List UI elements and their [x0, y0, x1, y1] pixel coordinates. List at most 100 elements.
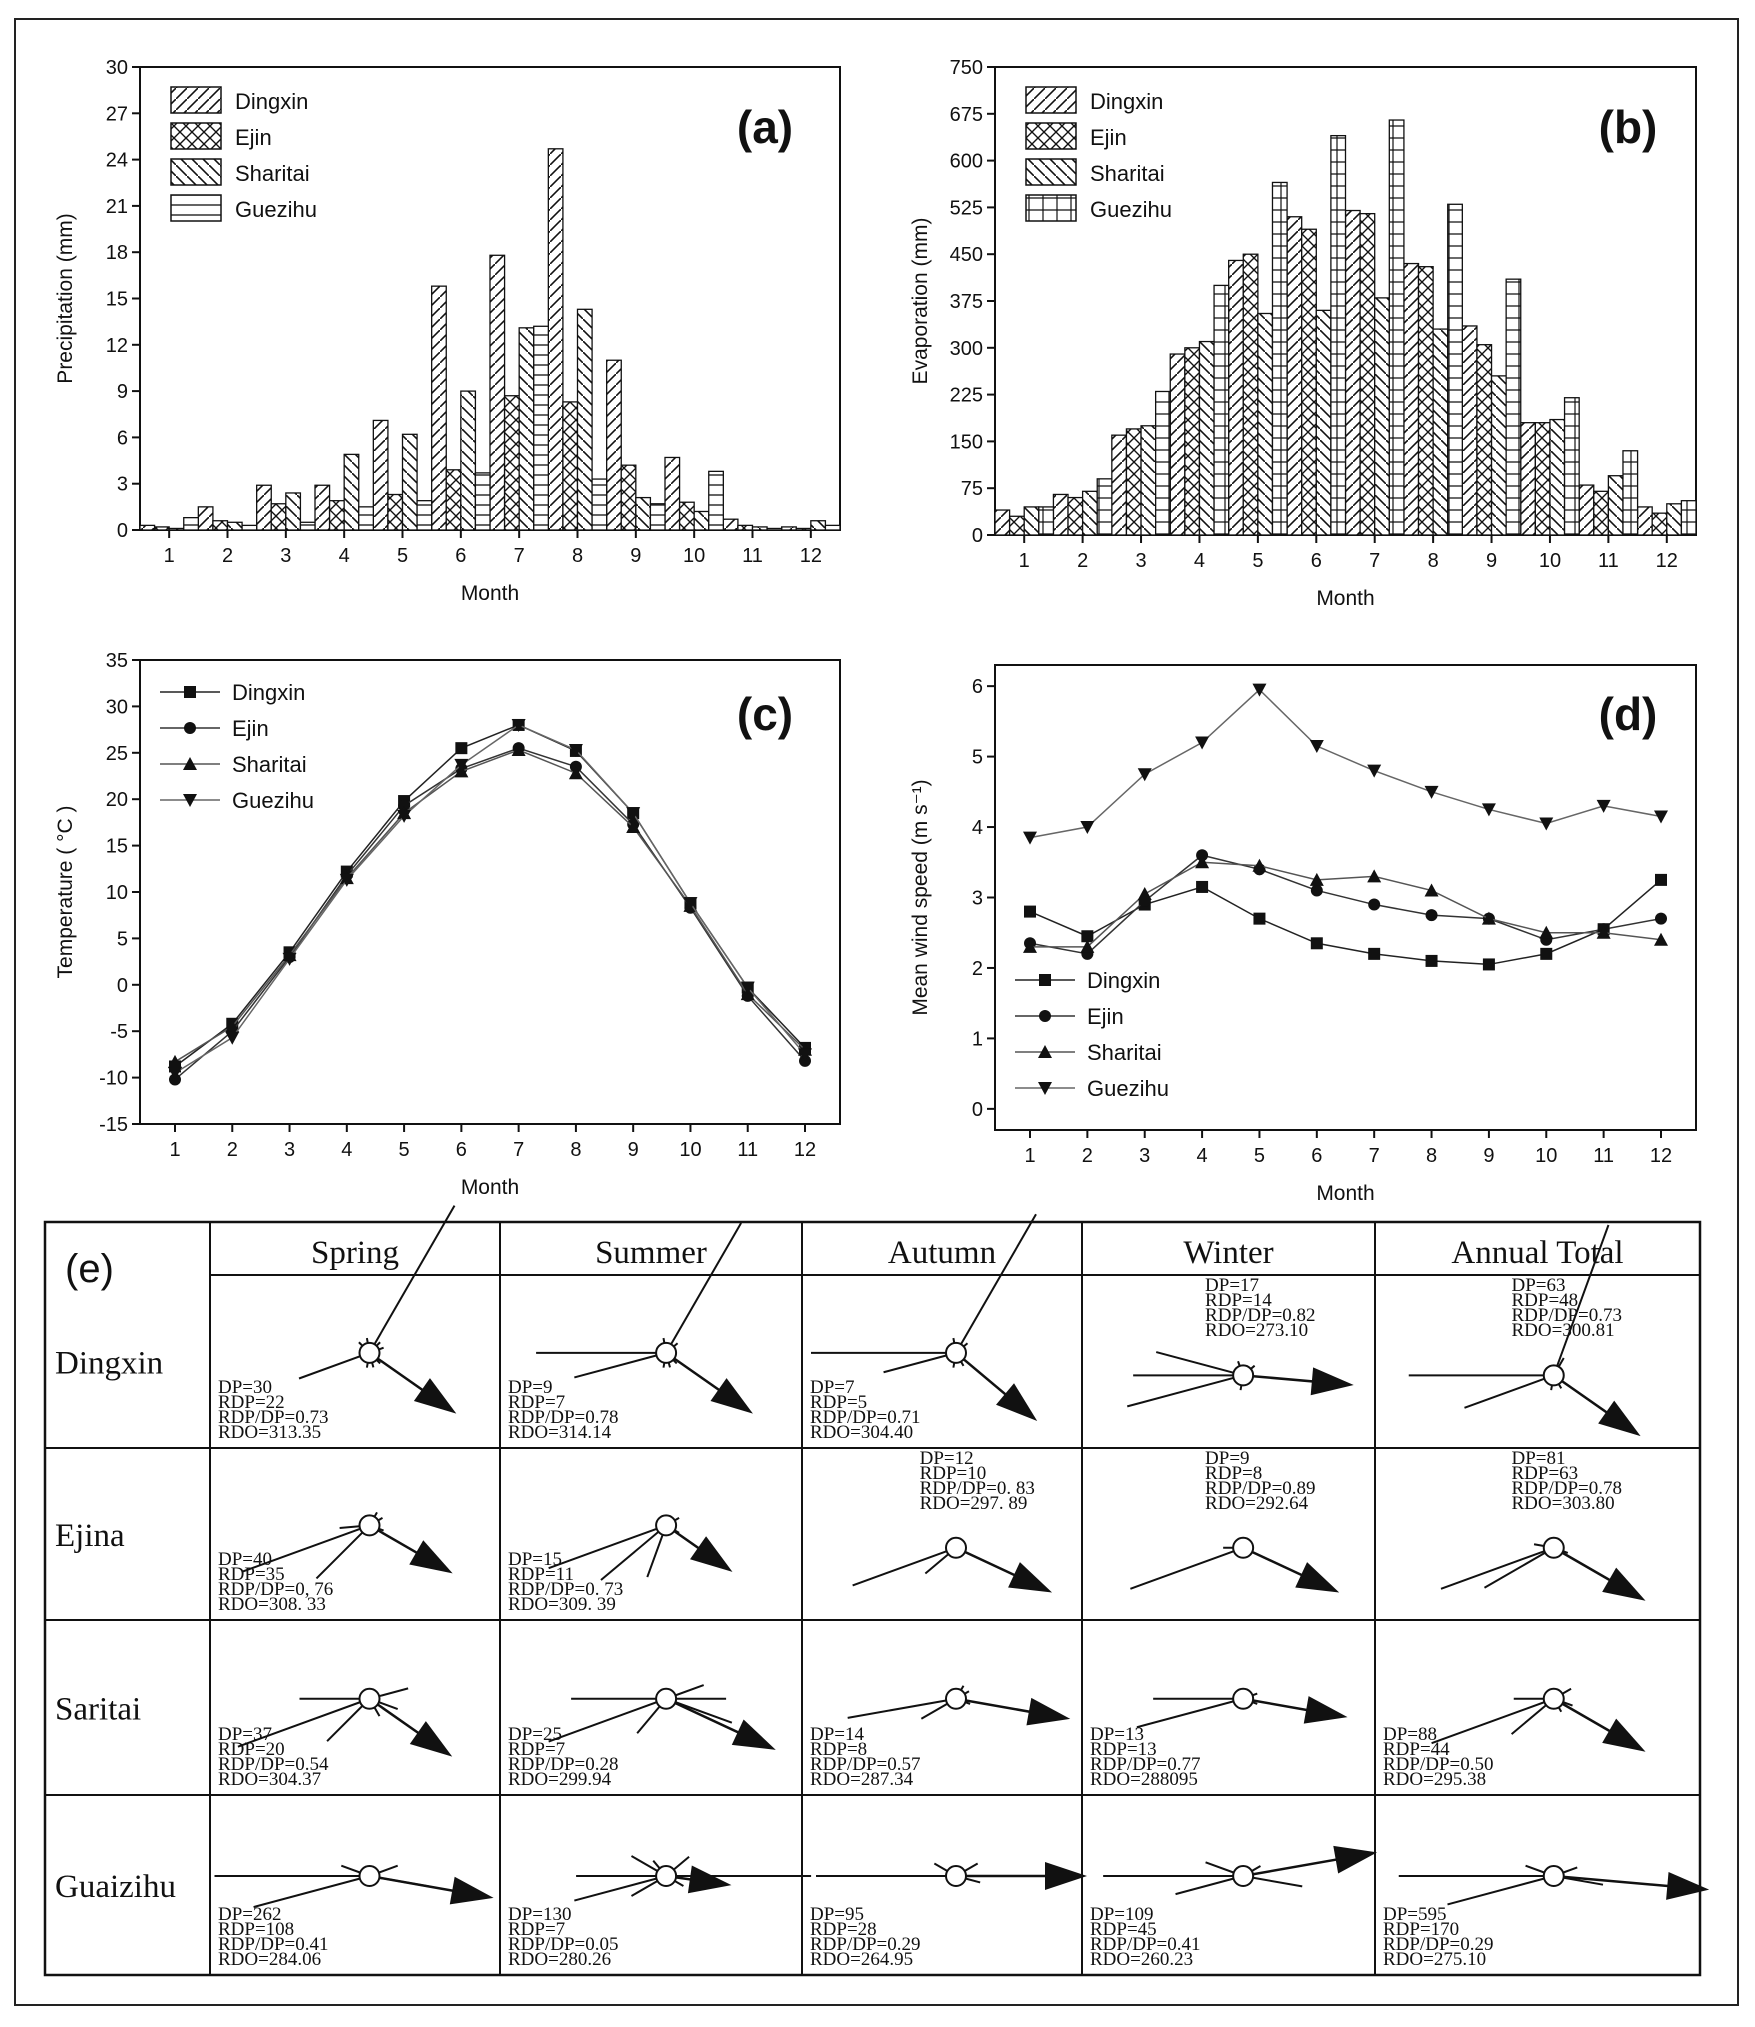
bar-guezihu-4 [358, 506, 374, 531]
x-tick-label: 7 [1369, 550, 1380, 572]
resultant-arrow-head [731, 1719, 776, 1750]
x-tick-label: 6 [456, 1139, 467, 1161]
series-line-guezihu [1029, 688, 1662, 839]
bar-ejin-10 [678, 501, 695, 531]
bar-guezihu-6 [1330, 134, 1347, 536]
rose-stat: RDO=292.64 [1205, 1493, 1309, 1514]
rose-spoke [955, 1213, 1037, 1354]
x-tick-label: 9 [630, 545, 641, 567]
legend-entry: Dingxin [232, 680, 305, 705]
resultant-arrow-head [1026, 1697, 1071, 1726]
rose-stat: RDP/DP=0.78 [508, 1407, 619, 1428]
rose-stat: RDO=297. 89 [920, 1493, 1028, 1514]
point-sharitai-5 [1252, 858, 1267, 872]
x-tick-label: 9 [1483, 1145, 1494, 1167]
x-axis-label: Month [1316, 587, 1374, 610]
rose-spoke [574, 1351, 667, 1379]
y-tick-label: 525 [950, 197, 983, 219]
bar-sharitai-2 [1081, 490, 1098, 536]
rose-center [945, 1341, 967, 1364]
point-guezihu-3 [282, 952, 297, 966]
rose-spoke [665, 1222, 742, 1354]
y-tick-label: 1 [972, 1028, 983, 1050]
point-dingxin-1 [1024, 905, 1036, 918]
bar-sharitai-9 [635, 496, 652, 531]
rose-center [1232, 1865, 1255, 1887]
column-header: Summer [595, 1235, 707, 1271]
bar-ejin-9 [620, 464, 637, 531]
rose-stat: RDP/DP=0, 76 [218, 1579, 333, 1600]
y-tick-label: 9 [117, 381, 128, 403]
legend-swatch [1025, 194, 1077, 222]
bar-dingxin-1 [994, 509, 1011, 536]
legend-entry: Guezihu [232, 788, 314, 813]
bar-sharitai-5 [1257, 312, 1274, 536]
bar-dingxin-6 [431, 285, 447, 531]
x-axis-label: Month [461, 582, 519, 605]
rose-stat: DP=14 [810, 1724, 865, 1745]
bar-dingxin-4 [1169, 353, 1186, 536]
point-guezihu-5 [397, 809, 412, 823]
rose-center [358, 1341, 381, 1364]
point-sharitai-9 [626, 820, 641, 834]
rose-stat: RDP/DP=0.29 [1383, 1934, 1494, 1955]
x-tick-label: 12 [1650, 1145, 1672, 1167]
x-tick-label: 3 [284, 1139, 295, 1161]
rose-stat: RDP=170 [1383, 1919, 1459, 1940]
rose-stat: RDP=48 [1512, 1290, 1579, 1311]
resultant-arrow-head [409, 1540, 453, 1574]
rose-stat: DP=12 [920, 1448, 974, 1469]
bar-guezihu-3 [299, 521, 316, 531]
point-dingxin-9 [1482, 958, 1495, 971]
rose-spoke [1447, 1875, 1555, 1906]
point-sharitai-6 [1309, 872, 1324, 886]
rose-stat: RDO=303.80 [1512, 1493, 1615, 1514]
rose-center [945, 1536, 967, 1559]
legend-entry: Dingxin [1087, 968, 1160, 993]
rose-stat: DP=17 [1205, 1275, 1259, 1296]
bar-dingxin-5 [372, 419, 389, 531]
x-tick-label: 8 [572, 545, 583, 567]
resultant-arrow-head [1045, 1862, 1087, 1890]
point-guezihu-4 [339, 873, 354, 887]
rose-stat: RDP/DP=0.89 [1205, 1478, 1316, 1499]
bar-dingxin-9 [606, 359, 622, 531]
panel-label: (d) [1599, 688, 1658, 740]
bar-dingxin-11 [722, 518, 739, 531]
point-guezihu-4 [1195, 736, 1210, 750]
rose-stat: DP=95 [810, 1904, 864, 1925]
y-tick-label: -5 [110, 1021, 128, 1043]
point-sharitai-10 [1539, 925, 1554, 939]
y-tick-label: 3 [117, 474, 128, 496]
bar-dingxin-6 [1286, 216, 1303, 536]
rose-spoke [883, 1351, 957, 1374]
bar-ejin-7 [503, 395, 520, 531]
y-tick-label: 0 [117, 975, 128, 997]
point-sharitai-7 [511, 743, 526, 757]
bar-guezihu-5 [1271, 181, 1288, 536]
x-tick-label: 4 [1194, 550, 1205, 572]
rose-stat: DP=109 [1090, 1904, 1154, 1925]
point-guezihu-1 [168, 1066, 182, 1080]
legend-swatch [1025, 86, 1077, 114]
x-tick-label: 5 [1252, 550, 1263, 572]
y-tick-label: 30 [106, 696, 128, 718]
rose-stat: RDP/DP=0.28 [508, 1754, 619, 1775]
rose-stat: RDP/DP=0.41 [218, 1934, 329, 1955]
bar-ejin-6 [445, 469, 462, 531]
bar-ejin-7 [1359, 212, 1376, 536]
y-tick-label: 0 [972, 525, 983, 547]
point-dingxin-4 [1196, 880, 1209, 893]
series-line-sharitai [174, 749, 806, 1063]
rose-stat: RDP/DP=0.05 [508, 1934, 619, 1955]
rose-stat: DP=7 [810, 1377, 855, 1398]
x-tick-label: 4 [341, 1139, 352, 1161]
